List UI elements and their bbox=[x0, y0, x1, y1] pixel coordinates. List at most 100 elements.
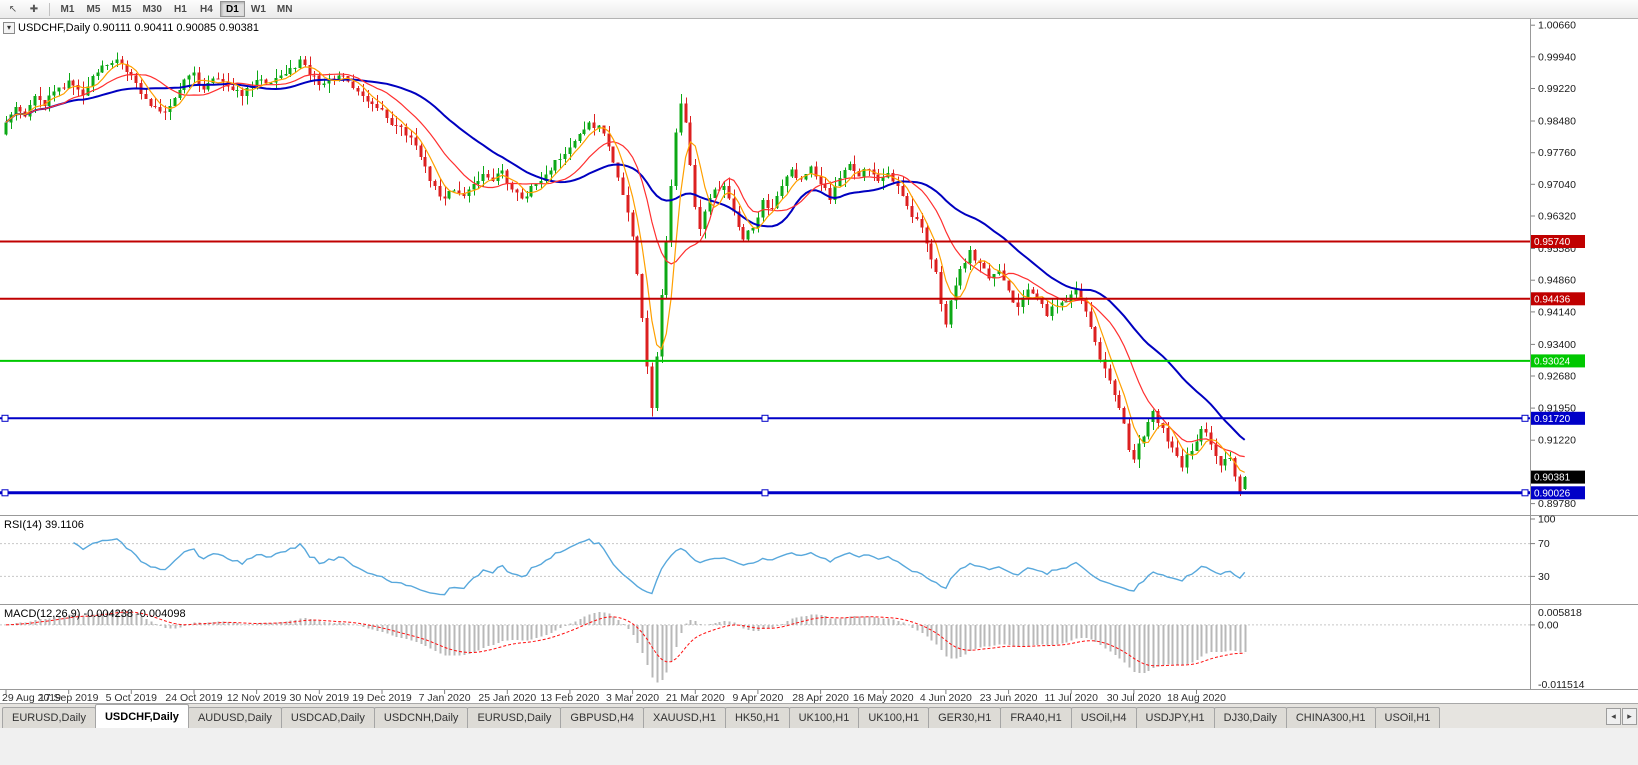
quote-header: USDCHF,Daily 0.90111 0.90411 0.90085 0.9… bbox=[18, 22, 259, 34]
price-axis-label: 0.97040 bbox=[1538, 179, 1576, 191]
macd-histogram bbox=[10, 610, 1247, 683]
tf-button-m1[interactable]: M1 bbox=[60, 3, 75, 15]
date-axis-label: 7 Jan 2020 bbox=[419, 692, 471, 703]
price-axis-label: 0.94860 bbox=[1538, 275, 1576, 287]
date-axis-label: 25 Jan 2020 bbox=[478, 692, 536, 703]
price-badge: 0.94436 bbox=[1534, 294, 1571, 305]
ma-mid-line bbox=[5, 73, 1245, 458]
macd-signal-line bbox=[5, 611, 1245, 667]
date-axis-label: 19 Dec 2019 bbox=[352, 692, 412, 703]
toolbar-separator bbox=[49, 2, 50, 16]
rsi-line bbox=[73, 538, 1246, 596]
date-axis-label: 17 Sep 2019 bbox=[39, 692, 99, 703]
tab-china300-h1[interactable]: CHINA300,H1 bbox=[1285, 707, 1376, 728]
tab-usdjpy-h1[interactable]: USDJPY,H1 bbox=[1135, 707, 1215, 728]
level-handle[interactable] bbox=[761, 489, 769, 497]
date-axis-label: 28 Apr 2020 bbox=[792, 692, 849, 703]
ma-slow-line bbox=[5, 78, 1246, 441]
date-axis-label: 12 Nov 2019 bbox=[227, 692, 287, 703]
price-axis-label: 0.94140 bbox=[1538, 306, 1576, 318]
date-axis-label: 23 Jun 2020 bbox=[980, 692, 1038, 703]
date-axis-label: 30 Nov 2019 bbox=[290, 692, 350, 703]
price-axis-label: 0.98480 bbox=[1538, 116, 1576, 128]
date-axis-label: 3 Mar 2020 bbox=[606, 692, 659, 703]
chart-tabs: EURUSD,Daily USDCHF,Daily AUDUSD,Daily USDC… bbox=[2, 704, 1602, 728]
tab-xauusd-h1[interactable]: XAUUSD,H1 bbox=[642, 707, 726, 728]
date-axis-label: 29 Aug 2019 bbox=[2, 692, 61, 703]
price-axis-label: 0.91220 bbox=[1538, 435, 1576, 447]
price-axis-label: 0.97760 bbox=[1538, 147, 1576, 159]
price-axis-label: 0.92680 bbox=[1538, 371, 1576, 383]
crosshair-icon[interactable]: ✚ bbox=[29, 3, 39, 15]
chart-tabbar: EURUSD,Daily USDCHF,Daily AUDUSD,Daily USDC… bbox=[0, 703, 1638, 728]
price-badge: 0.90381 bbox=[1534, 473, 1571, 484]
price-axis-label: 0.91950 bbox=[1538, 403, 1576, 415]
top-toolbar: ↖ ✚ M1 M5 M15 M30 H1 H4 D1 W1 MN bbox=[0, 0, 1638, 19]
tab-hk50-h1[interactable]: HK50,H1 bbox=[724, 707, 790, 728]
date-axis-label: 18 Aug 2020 bbox=[1167, 692, 1226, 703]
rsi-axis-label: 70 bbox=[1538, 538, 1550, 550]
macd-axis-bottom: -0.011514 bbox=[1538, 679, 1585, 691]
tab-usdcnh-daily[interactable]: USDCNH,Daily bbox=[373, 707, 469, 728]
level-handle[interactable] bbox=[761, 414, 769, 422]
tab-scroll-left-icon[interactable]: ◂ bbox=[1606, 708, 1621, 725]
chart-collapse-icon[interactable]: ▾ bbox=[3, 22, 15, 34]
chart-area[interactable]: 1.00660 0.99940 0.99220 0.98480 0.97760 0.970… bbox=[0, 19, 1638, 704]
cursor-icon[interactable]: ↖ bbox=[8, 3, 18, 15]
tf-button-h4[interactable]: H4 bbox=[200, 3, 213, 15]
price-axis-label: 0.96320 bbox=[1538, 211, 1576, 223]
price-axis-label: 1.00660 bbox=[1538, 20, 1576, 32]
tab-fra40-h1[interactable]: FRA40,H1 bbox=[1000, 707, 1072, 728]
tf-button-m5[interactable]: M5 bbox=[86, 3, 101, 15]
tab-usoil-h1[interactable]: USOil,H1 bbox=[1374, 707, 1441, 728]
tab-ger30-h1[interactable]: GER30,H1 bbox=[928, 707, 1002, 728]
timeframe-buttons: M1 M5 M15 M30 H1 H4 D1 W1 MN bbox=[55, 1, 297, 17]
level-handle[interactable] bbox=[1521, 414, 1529, 422]
rsi-axis-label: 100 bbox=[1538, 514, 1556, 526]
macd-header: MACD(12,26,9) -0.004238 -0.004098 bbox=[4, 608, 186, 620]
price-axis-label: 0.89780 bbox=[1538, 498, 1576, 510]
price-axis-label: 0.93400 bbox=[1538, 339, 1576, 351]
tab-eurusd-daily[interactable]: EURUSD,Daily bbox=[2, 707, 96, 728]
price-badge: 0.90026 bbox=[1534, 488, 1571, 499]
tab-dj30-daily[interactable]: DJ30,Daily bbox=[1213, 707, 1287, 728]
price-axis-label: 0.99220 bbox=[1538, 83, 1576, 95]
date-axis-label: 9 Apr 2020 bbox=[733, 692, 784, 703]
tab-usdcad-daily[interactable]: USDCAD,Daily bbox=[280, 707, 375, 728]
ma-fast-line bbox=[5, 62, 1245, 473]
price-axis-label: 0.99940 bbox=[1538, 51, 1576, 63]
tab-uk100-h1[interactable]: UK100,H1 bbox=[858, 707, 930, 728]
tab-eurusd-daily[interactable]: EURUSD,Daily bbox=[467, 707, 562, 728]
tab-usoil-h4[interactable]: USOil,H4 bbox=[1070, 707, 1137, 728]
tf-button-m30[interactable]: M30 bbox=[142, 3, 162, 15]
chart-canvas[interactable]: 1.00660 0.99940 0.99220 0.98480 0.97760 0.970… bbox=[0, 19, 1638, 704]
tab-uk100-h1[interactable]: UK100,H1 bbox=[788, 707, 860, 728]
macd-axis-zero: 0.00 bbox=[1538, 619, 1559, 631]
date-axis-label: 21 Mar 2020 bbox=[666, 692, 725, 703]
tf-button-w1[interactable]: W1 bbox=[250, 3, 266, 15]
date-axis-label: 30 Jul 2020 bbox=[1107, 692, 1161, 703]
price-badge: 0.91720 bbox=[1534, 414, 1571, 425]
tab-audusd-daily[interactable]: AUDUSD,Daily bbox=[187, 707, 282, 728]
macd-axis-top: 0.005818 bbox=[1538, 607, 1582, 619]
level-handle[interactable] bbox=[1521, 489, 1529, 497]
tf-button-mn[interactable]: MN bbox=[276, 3, 293, 15]
tf-button-m15[interactable]: M15 bbox=[112, 3, 132, 15]
price-badge: 0.95740 bbox=[1534, 237, 1571, 248]
tf-button-h1[interactable]: H1 bbox=[174, 3, 187, 15]
date-axis-label: 5 Oct 2019 bbox=[106, 692, 158, 703]
rsi-header: RSI(14) 39.1106 bbox=[4, 519, 84, 531]
date-axis-label: 4 Jun 2020 bbox=[920, 692, 972, 703]
date-axis-label: 24 Oct 2019 bbox=[165, 692, 222, 703]
date-axis-label: 11 Jul 2020 bbox=[1044, 692, 1098, 703]
tab-usdchf-daily[interactable]: USDCHF,Daily bbox=[94, 704, 189, 728]
tab-scroll-right-icon[interactable]: ▸ bbox=[1622, 708, 1637, 725]
candles-layer[interactable] bbox=[4, 52, 1247, 496]
price-badge: 0.93024 bbox=[1534, 356, 1571, 367]
tf-button-d1[interactable]: D1 bbox=[219, 1, 245, 17]
level-handle[interactable] bbox=[1, 489, 9, 497]
bottom-strip bbox=[0, 728, 1638, 765]
date-axis-label: 16 May 2020 bbox=[853, 692, 914, 703]
tab-gbpusd-h4[interactable]: GBPUSD,H4 bbox=[560, 707, 644, 728]
level-handle[interactable] bbox=[1, 414, 9, 422]
